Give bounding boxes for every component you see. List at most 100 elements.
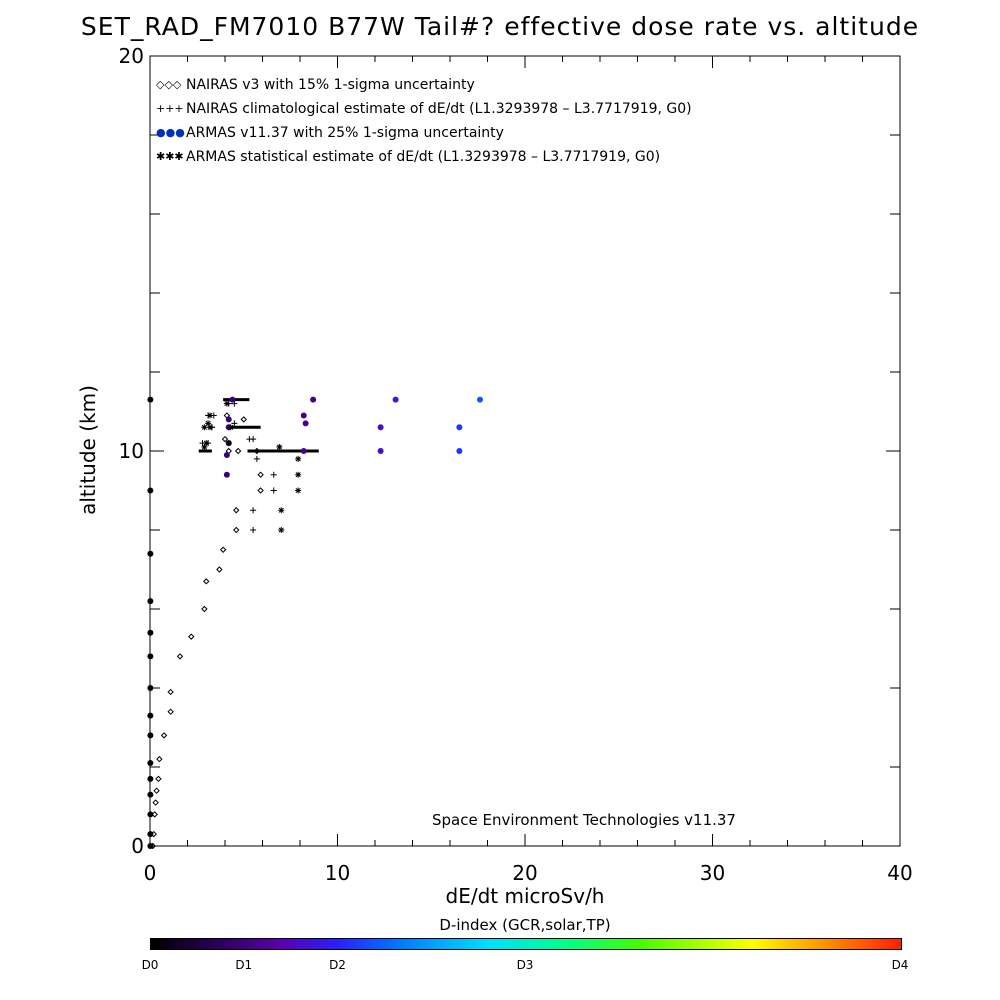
armas-statistical-point	[276, 444, 283, 451]
nairas-climatology-point	[250, 507, 257, 514]
armas-statistical-point	[203, 440, 210, 447]
nairas-point	[160, 732, 168, 739]
nairas-point	[153, 787, 160, 794]
armas-point	[147, 598, 154, 605]
armas-statistical-point	[205, 420, 212, 427]
armas-statistical-point	[295, 471, 302, 478]
x-tick-label: 30	[700, 861, 725, 885]
armas-statistical-point	[227, 424, 234, 431]
y-tick-label: 10	[119, 439, 144, 463]
armas-point	[147, 732, 154, 739]
armas-point	[147, 685, 154, 691]
nairas-point	[257, 471, 264, 478]
armas-point	[147, 843, 154, 849]
armas-point	[229, 396, 236, 403]
nairas-point	[203, 578, 210, 585]
x-axis-label: dE/dt microSv/h	[445, 884, 605, 908]
track-segments	[198, 398, 319, 453]
legend-item-armas: ●●●ARMAS v11.37 with 25% 1-sigma uncerta…	[156, 124, 692, 148]
legend-marker-dot: ●●●	[156, 126, 185, 139]
nairas-climatology-point	[231, 420, 238, 427]
armas-statistical-point	[278, 507, 285, 514]
colorbar-tick-label: D4	[891, 958, 909, 972]
legend-marker-diamond: ◇◇◇	[156, 78, 182, 91]
x-tick-label: 0	[144, 861, 157, 885]
legend: ◇◇◇ NAIRAS v3 with 15% 1-sigma uncertaint…	[156, 76, 692, 172]
nairas-climatology-point	[270, 471, 277, 478]
armas-point	[147, 550, 154, 557]
y-axis-label: altitude (km)	[76, 385, 100, 515]
armas-point	[377, 448, 384, 454]
armas-statistical-point	[223, 400, 230, 407]
armas-point	[147, 396, 154, 403]
legend-item-nairas: ◇◇◇ NAIRAS v3 with 15% 1-sigma uncertaint…	[156, 76, 692, 100]
nairas-point	[219, 546, 227, 553]
armas-statistical-point	[207, 424, 213, 431]
armas-point	[147, 811, 154, 818]
armas-statistical-point	[278, 527, 285, 533]
nairas-point	[253, 447, 261, 455]
legend-label: NAIRAS v3 with 15% 1-sigma uncertainty	[186, 77, 475, 93]
armas-point	[300, 448, 307, 454]
nairas-point	[167, 688, 174, 696]
nairas-point	[216, 566, 223, 573]
armas-point	[147, 831, 154, 838]
colorbar-title: D-index (GCR,solar,TP)	[439, 916, 611, 934]
armas-point	[392, 396, 399, 403]
nairas-point	[233, 507, 240, 514]
nairas-point	[152, 799, 159, 806]
armas-point	[147, 760, 154, 767]
armas-point	[147, 487, 154, 494]
y-tick-label: 0	[131, 834, 144, 858]
armas-point	[147, 791, 154, 798]
armas-statistical-point	[207, 412, 213, 419]
armas-statistical-point	[201, 424, 208, 431]
colorbar	[150, 938, 902, 950]
x-tick-label: 40	[887, 861, 912, 885]
armas-point	[147, 712, 154, 719]
y-tick-label: 20	[119, 44, 144, 68]
nairas-point	[156, 755, 163, 763]
legend-label: ARMAS v11.37 with 25% 1-sigma uncertaint…	[186, 125, 504, 141]
colorbar-tick-label: D1	[235, 958, 253, 972]
armas-point	[147, 653, 154, 660]
colorbar-tick-label: D0	[141, 958, 159, 972]
nairas-climatology-point	[250, 527, 257, 533]
nairas-point	[240, 416, 247, 423]
armas-point	[225, 416, 232, 423]
nairas-climatology-point	[250, 436, 257, 443]
nairas-point	[176, 653, 184, 660]
armas-point	[147, 629, 154, 636]
nairas-point	[233, 526, 240, 534]
nairas-point	[221, 435, 229, 443]
legend-marker-asterisk: ✱✱✱	[156, 150, 184, 163]
nairas-point	[188, 633, 195, 640]
legend-label: NAIRAS climatological estimate of dE/dt …	[186, 101, 692, 117]
armas-point	[300, 412, 307, 419]
tick-labels: 0 10 20 30 40 0 10 20	[119, 44, 913, 885]
armas-statistical-point	[201, 444, 208, 451]
armas-point	[223, 451, 230, 458]
armas-statistical-point	[295, 455, 302, 462]
legend-item-nairas-climatology: +++ NAIRAS climatological estimate of dE/…	[156, 100, 692, 124]
armas-point	[223, 471, 230, 478]
armas-point	[456, 424, 463, 431]
legend-marker-plus: +++	[156, 102, 184, 115]
chart-title: SET_RAD_FM7010 B77W Tail#? effective dos…	[80, 12, 920, 41]
armas-statistical-point	[295, 487, 302, 494]
nairas-climatology-point	[253, 455, 260, 462]
armas-point	[456, 448, 463, 454]
axis-ticks	[149, 55, 901, 847]
colorbar-tick-label: D2	[329, 958, 346, 972]
x-tick-label: 10	[325, 861, 350, 885]
armas-point	[377, 424, 384, 431]
credit-text: Space Environment Technologies v11.37	[432, 811, 736, 829]
armas-point	[147, 775, 154, 782]
nairas-point	[234, 447, 242, 455]
x-tick-label: 20	[512, 861, 537, 885]
nairas-point	[201, 605, 208, 613]
legend-item-armas-statistical: ✱✱✱ ARMAS statistical estimate of dE/dt (…	[156, 148, 692, 172]
nairas-climatology-point	[270, 487, 277, 494]
armas-point	[302, 420, 309, 427]
